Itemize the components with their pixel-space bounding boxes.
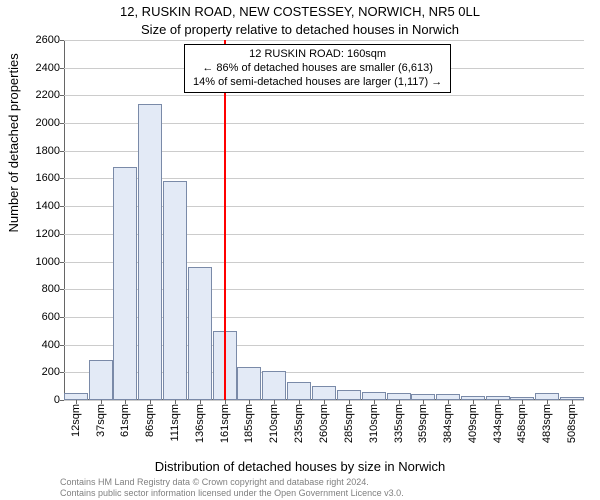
y-tick-mark [60,234,64,235]
histogram-bar [387,393,411,400]
y-tick-label: 200 [42,366,60,378]
histogram-bar [535,393,559,400]
histogram-bar [163,181,187,400]
histogram-bar [287,382,311,400]
plot-area: 0200400600800100012001400160018002000220… [64,40,584,400]
y-axis-line [64,40,65,400]
chart-title-2: Size of property relative to detached ho… [0,22,600,37]
annotation-line-3: 14% of semi-detached houses are larger (… [193,76,442,90]
y-tick-mark [60,262,64,263]
y-tick-label: 1600 [36,172,60,184]
y-tick-label: 1000 [36,256,60,268]
y-tick-label: 2600 [36,34,60,46]
histogram-bar [64,393,88,400]
y-tick-label: 1800 [36,145,60,157]
grid-line [64,40,584,41]
histogram-bar [337,390,361,400]
y-tick-mark [60,68,64,69]
x-axis-label: Distribution of detached houses by size … [0,459,600,474]
y-tick-label: 1200 [36,228,60,240]
chart-title-1: 12, RUSKIN ROAD, NEW COSTESSEY, NORWICH,… [0,4,600,19]
y-tick-mark [60,400,64,401]
x-tick-label: 260sqm [318,404,330,443]
y-tick-mark [60,178,64,179]
x-tick-label: 136sqm [194,404,206,443]
y-axis-label: Number of detached properties [6,53,21,232]
x-tick-label: 359sqm [417,404,429,443]
x-tick-label: 210sqm [268,404,280,443]
y-tick-label: 600 [42,311,60,323]
footer-line-2: Contains public sector information licen… [60,488,590,498]
x-tick-label: 310sqm [368,404,380,443]
x-tick-label: 111sqm [169,404,181,442]
histogram-bar [312,386,336,400]
histogram-bar [362,392,386,400]
x-tick-label: 458sqm [516,404,528,443]
y-tick-mark [60,123,64,124]
x-tick-label: 409sqm [467,404,479,443]
x-tick-label: 161sqm [219,404,231,443]
histogram-bar [113,167,137,400]
histogram-bar [188,267,212,400]
x-tick-label: 483sqm [541,404,553,443]
y-tick-label: 400 [42,339,60,351]
y-tick-mark [60,317,64,318]
x-tick-label: 61sqm [119,404,131,437]
y-tick-mark [60,40,64,41]
x-tick-label: 235sqm [293,404,305,443]
footer-line-1: Contains HM Land Registry data © Crown c… [60,477,590,487]
x-tick-label: 12sqm [70,404,82,437]
chart-container: 12, RUSKIN ROAD, NEW COSTESSEY, NORWICH,… [0,0,600,500]
x-tick-label: 185sqm [243,404,255,443]
y-tick-label: 2200 [36,89,60,101]
y-tick-mark [60,206,64,207]
histogram-bar [89,360,113,400]
y-tick-mark [60,95,64,96]
histogram-bar [138,104,162,400]
reference-line [224,40,226,400]
x-tick-label: 285sqm [343,404,355,443]
histogram-bar [237,367,261,400]
annotation-line-2: ← 86% of detached houses are smaller (6,… [193,62,442,76]
y-tick-label: 800 [42,283,60,295]
annotation-line-1: 12 RUSKIN ROAD: 160sqm [193,48,442,62]
x-tick-label: 434sqm [492,404,504,443]
x-tick-label: 508sqm [566,404,578,443]
x-tick-label: 86sqm [144,404,156,437]
footer-text: Contains HM Land Registry data © Crown c… [60,477,590,498]
annotation-box: 12 RUSKIN ROAD: 160sqm← 86% of detached … [184,44,451,93]
grid-line [64,95,584,96]
x-tick-label: 37sqm [95,404,107,437]
y-tick-mark [60,345,64,346]
y-tick-label: 2400 [36,62,60,74]
histogram-bar [262,371,286,400]
y-tick-mark [60,289,64,290]
y-tick-mark [60,151,64,152]
y-tick-mark [60,372,64,373]
y-tick-label: 0 [54,394,60,406]
x-tick-label: 335sqm [393,404,405,443]
x-tick-label: 384sqm [442,404,454,443]
y-tick-label: 1400 [36,200,60,212]
y-tick-label: 2000 [36,117,60,129]
